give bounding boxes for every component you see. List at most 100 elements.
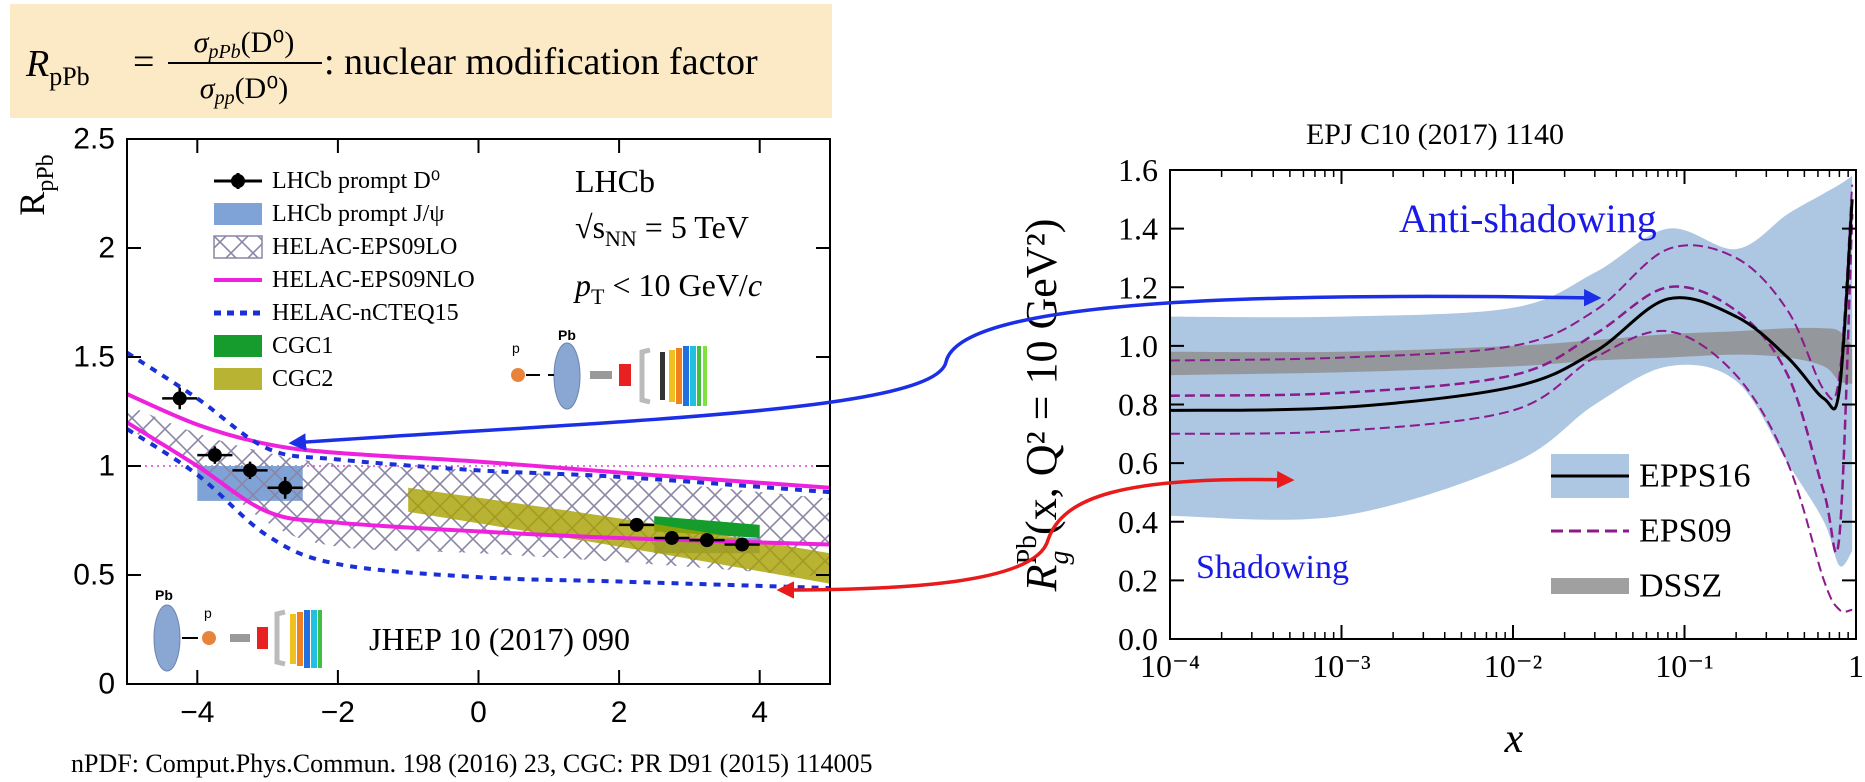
legend-swatch [214,335,262,357]
energy-label: √sNN = 5 TeV [575,209,749,251]
icon-label: p [204,605,212,621]
pt-c: c [748,267,762,303]
legend-label: CGC2 [272,366,333,392]
legend-swatch [214,368,262,390]
tracker [639,347,651,405]
calorimeter [290,614,296,664]
footer: nPDF: Comput.Phys.Commun. 198 (2016) 23,… [71,749,873,778]
y-label-sub: g [1044,551,1075,565]
den-sigma: σ [200,72,216,105]
magnet [619,364,631,386]
magnet [257,627,268,649]
legend-label: EPS09 [1639,513,1732,550]
data-point [664,530,679,545]
energy-s: √s [575,209,605,245]
x-tick-label: 10⁻³ [1312,648,1370,684]
formula-denominator: σpp(D⁰) [200,72,288,109]
x-tick-label: 2 [611,696,628,729]
den-arg: (D⁰) [235,72,289,105]
velo [590,371,612,379]
annotation: Shadowing [1196,549,1349,586]
legend-label: LHCb prompt D⁰ [272,168,440,194]
num-arg: (D⁰) [241,26,295,59]
y-tick-label: 0.8 [1118,387,1158,423]
y-label-main: R [12,192,52,216]
y-tick-label: 0.0 [1118,621,1158,657]
data-point [278,480,293,495]
legend-label: LHCb prompt J/ψ [272,201,444,227]
data-point [207,448,222,463]
arrow [776,470,1295,599]
den-sub: pp [213,87,235,109]
lead-nucleus [553,342,581,410]
y-label-rest: (x, Q² = 10 GeV²) [1017,219,1066,535]
calorimeter [683,346,689,406]
band-edge [127,427,830,591]
legend-label: DSSZ [1639,568,1722,605]
lead-nucleus [153,604,181,672]
right-x-label: x [1504,716,1524,762]
y-label-sub: pPb [33,154,59,191]
data-point [243,463,258,478]
formula-r: R [25,43,49,85]
num-sub: pPb [206,41,240,63]
calorimeter [297,612,303,666]
arrow [288,289,1602,451]
right-title: EPJ C10 (2017) 1140 [1306,118,1564,151]
velo [230,634,250,642]
y-tick-label: 0.5 [73,559,115,592]
calorimeter [669,350,675,402]
icon-label: p [512,340,520,356]
reference-label: JHEP 10 (2017) 090 [369,621,630,657]
x-tick-label: 0 [470,696,487,729]
band [408,487,830,584]
y-tick-label: 2 [98,232,115,265]
x-tick-label: 10⁻¹ [1655,648,1713,684]
y-tick-label: 2.5 [73,123,115,156]
detector-icon: Pb p [153,587,322,672]
header-box [10,4,832,118]
legend-swatch [231,174,245,188]
formula-eq: = [133,41,154,83]
tracker [274,609,286,667]
y-label-main: R [1017,564,1066,592]
data-point [699,533,714,548]
num-sigma: σ [194,26,210,59]
band-edge [127,392,830,490]
muon [318,610,322,668]
formula-caption: : nuclear modification factor [324,41,758,83]
proton [202,631,216,645]
data-point [629,517,644,532]
legend-swatch [1551,578,1629,594]
y-tick-label: 1.0 [1118,328,1158,364]
formula-numerator: σpPb(D⁰) [194,26,295,63]
y-tick-label: 0 [98,668,115,701]
plot-area [127,350,830,591]
legend-label: HELAC-EPS09NLO [272,267,475,293]
formula-r-sub: pPb [49,62,89,91]
annotation: Anti-shadowing [1399,196,1657,241]
calorimeter [304,610,310,668]
muon [697,346,701,406]
pt-sub: T [591,284,605,309]
right-y-label: RgPb(x, Q² = 10 GeV²) [1012,219,1075,593]
pt-p: p [573,267,591,303]
tracker [660,352,665,400]
x-tick-label: −2 [321,696,355,729]
y-tick-label: 0.2 [1118,562,1158,598]
legend-swatch [214,203,262,225]
experiment-label: LHCb [575,163,655,199]
plot-area [1170,175,1856,613]
left-y-label: RpPb [12,154,59,215]
calorimeter [311,610,317,668]
legend-label: HELAC-EPS09LO [272,234,457,260]
pt-label: pT < 10 GeV/c [573,267,762,309]
detector-icon: p Pb [511,327,707,410]
y-tick-label: 1.4 [1118,211,1158,247]
y-tick-label: 1.2 [1118,269,1158,305]
x-tick-label: 10⁻² [1484,648,1542,684]
y-tick-label: 0.4 [1118,504,1158,540]
data-point [735,537,750,552]
legend-swatch [213,235,263,259]
